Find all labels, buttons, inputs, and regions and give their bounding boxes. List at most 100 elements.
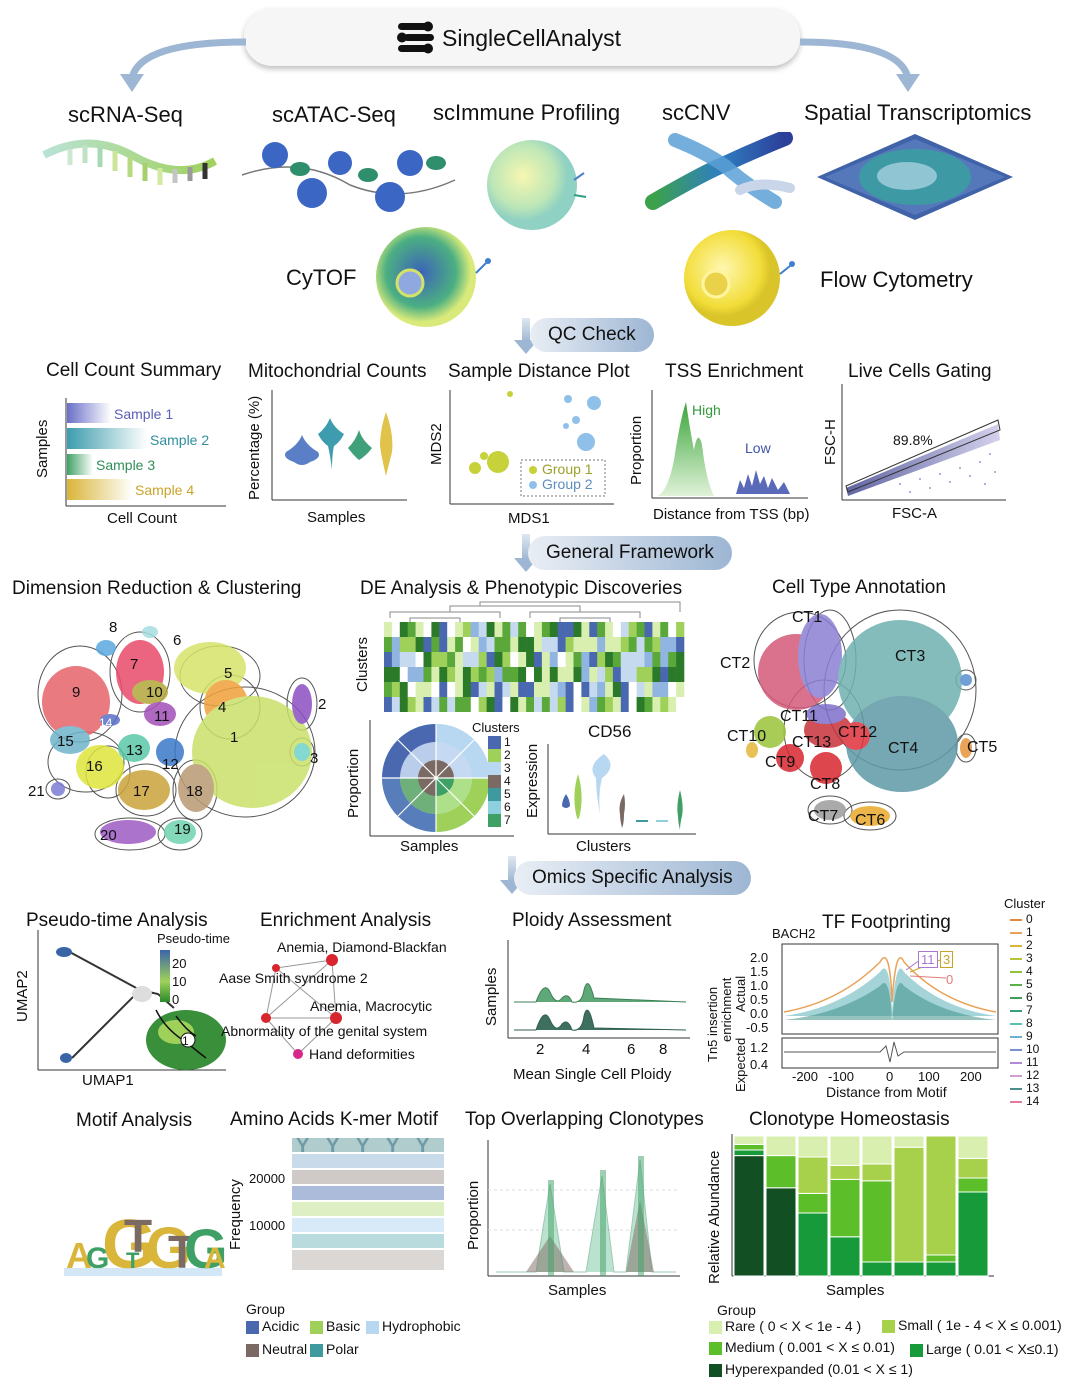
ploidy-tick-4: 4 xyxy=(582,1041,591,1058)
heatmap-cell xyxy=(502,667,511,682)
heatmap-cell xyxy=(415,682,424,697)
kmer-label-acidic: Acidic xyxy=(262,1318,300,1334)
svg-text:Y: Y xyxy=(296,1136,310,1157)
tf-xlabel: Distance from Motif xyxy=(826,1084,947,1100)
heatmap-cell xyxy=(470,697,479,712)
heatmap-cell xyxy=(612,622,622,637)
heatmap-cell xyxy=(612,682,622,697)
heatmap-cell xyxy=(526,697,535,712)
tf-legend-swatch xyxy=(1010,983,1022,986)
heatmap-cell xyxy=(462,667,472,682)
heatmap-cell xyxy=(391,697,401,712)
ploidy-tick-8: 8 xyxy=(659,1041,668,1058)
homeostasis-bar-segment xyxy=(957,1191,989,1277)
tf-title: TF Footprinting xyxy=(822,912,951,933)
enrich-term-5: Hand deformities xyxy=(309,1046,415,1062)
heatmap-cell xyxy=(407,652,416,667)
heatmap-cell xyxy=(447,697,456,712)
heatmap-cell xyxy=(557,622,566,637)
heatmap-cell xyxy=(510,652,519,667)
heatmap-cell xyxy=(628,697,637,712)
heatmap-cell xyxy=(644,622,653,637)
heatmap-cell xyxy=(676,622,685,637)
tf-footprint-plot xyxy=(781,943,999,1069)
heatmap-cell xyxy=(478,682,487,697)
celltype-label-ct2: CT2 xyxy=(720,655,751,672)
heatmap-cell xyxy=(612,697,622,712)
tf-legend-item: 11 xyxy=(1010,1056,1070,1069)
kmer-swatch-acidic xyxy=(246,1320,259,1334)
homeostasis-bar-segment xyxy=(829,1135,861,1166)
heatmap-cell xyxy=(605,667,614,682)
homeostasis-bar-segment xyxy=(797,1212,829,1277)
mds-legend-group1: Group 1 xyxy=(542,461,593,477)
cell-count-label-4: Sample 4 xyxy=(135,482,195,498)
tf-xtick-0: 0 xyxy=(886,1069,894,1084)
heatmap-cell xyxy=(447,652,456,667)
heatmap-cell xyxy=(407,637,416,652)
chromosome-icon xyxy=(645,132,795,210)
homeostasis-bar-segment xyxy=(925,1135,957,1256)
heatmap-cell xyxy=(439,682,448,697)
heatmap-cell xyxy=(439,652,448,667)
kmer-label-neutral: Neutral xyxy=(262,1341,308,1357)
heatmap-cell xyxy=(628,667,637,682)
legend-swatch-7 xyxy=(488,814,501,828)
umap-label-7: 7 xyxy=(130,656,139,673)
heatmap-cell xyxy=(589,697,598,712)
heatmap-cell xyxy=(494,667,503,682)
heatmap-cell xyxy=(652,697,661,712)
cd56-ylabel: Expression xyxy=(524,743,541,818)
kmer-legend-basic: Basic xyxy=(310,1318,360,1334)
rna-strand-icon xyxy=(42,139,217,185)
nucleosome-icon xyxy=(241,142,456,212)
modality-flow: Flow Cytometry xyxy=(820,267,973,292)
heatmap-cell xyxy=(502,697,511,712)
heatmap-cell xyxy=(612,652,622,667)
celltype-label-ct13: CT13 xyxy=(792,734,832,751)
heatmap-cell xyxy=(534,682,543,697)
kmer-legend-acidic: Acidic xyxy=(246,1318,299,1334)
homeostasis-bar-segment xyxy=(829,1178,861,1238)
live-gating-scatter xyxy=(841,384,1006,501)
heatmap-cell xyxy=(510,622,519,637)
celltype-label-ct1: CT1 xyxy=(792,609,823,626)
homeo-label-small: Small ( 1e - 4 < X ≤ 0.001) xyxy=(898,1317,1062,1333)
tf-ylabel-4: Actual xyxy=(733,975,748,1012)
heatmap-cell xyxy=(431,667,440,682)
homeo-legend-hyper: Hyperexpanded (0.01 < X ≤ 1) xyxy=(709,1361,913,1377)
general-framework-banner: General Framework xyxy=(528,536,732,570)
heatmap-cell xyxy=(605,622,614,637)
legend-label-7: 7 xyxy=(504,813,511,827)
cell-count-xlabel: Cell Count xyxy=(107,510,178,527)
heatmap-cell xyxy=(494,637,503,652)
ploidy-tick-2: 2 xyxy=(536,1041,545,1058)
pseudotime-tick-0: 0 xyxy=(172,992,180,1007)
mds-legend-group2: Group 2 xyxy=(542,476,593,492)
heatmap-cell xyxy=(612,637,622,652)
cell-count-bar-1 xyxy=(67,403,111,423)
mito-ylabel: Percentage (%) xyxy=(246,395,263,500)
tf-legend-swatch xyxy=(1010,1087,1022,1090)
enrich-title: Enrichment Analysis xyxy=(260,910,432,931)
heatmap-cell xyxy=(407,682,416,697)
celltype-label-ct3: CT3 xyxy=(895,648,926,665)
heatmap-cell xyxy=(384,697,393,712)
cell-count-bar-4 xyxy=(67,479,133,500)
heatmap-cell xyxy=(565,682,574,697)
heatmap-cell xyxy=(510,637,519,652)
tf-legend-label: 9 xyxy=(1026,1029,1033,1043)
heatmap-cell xyxy=(676,697,685,712)
tf-legend-swatch xyxy=(1010,1048,1022,1051)
live-cells-title: Live Cells Gating xyxy=(848,361,992,382)
heatmap-cell xyxy=(486,667,495,682)
tf-xtick-100: 100 xyxy=(918,1069,940,1084)
modality-scatac: scATAC-Seq xyxy=(272,102,396,127)
tss-ylabel: Proportion xyxy=(628,415,645,485)
heatmap-cell xyxy=(573,637,582,652)
pseudo-title: Pseudo-time Analysis xyxy=(26,910,208,931)
overlap-clonotype-chart xyxy=(487,1140,680,1277)
heatmap-cell xyxy=(415,697,424,712)
modality-scrna: scRNA-Seq xyxy=(68,102,183,127)
heatmap-cell xyxy=(462,682,472,697)
